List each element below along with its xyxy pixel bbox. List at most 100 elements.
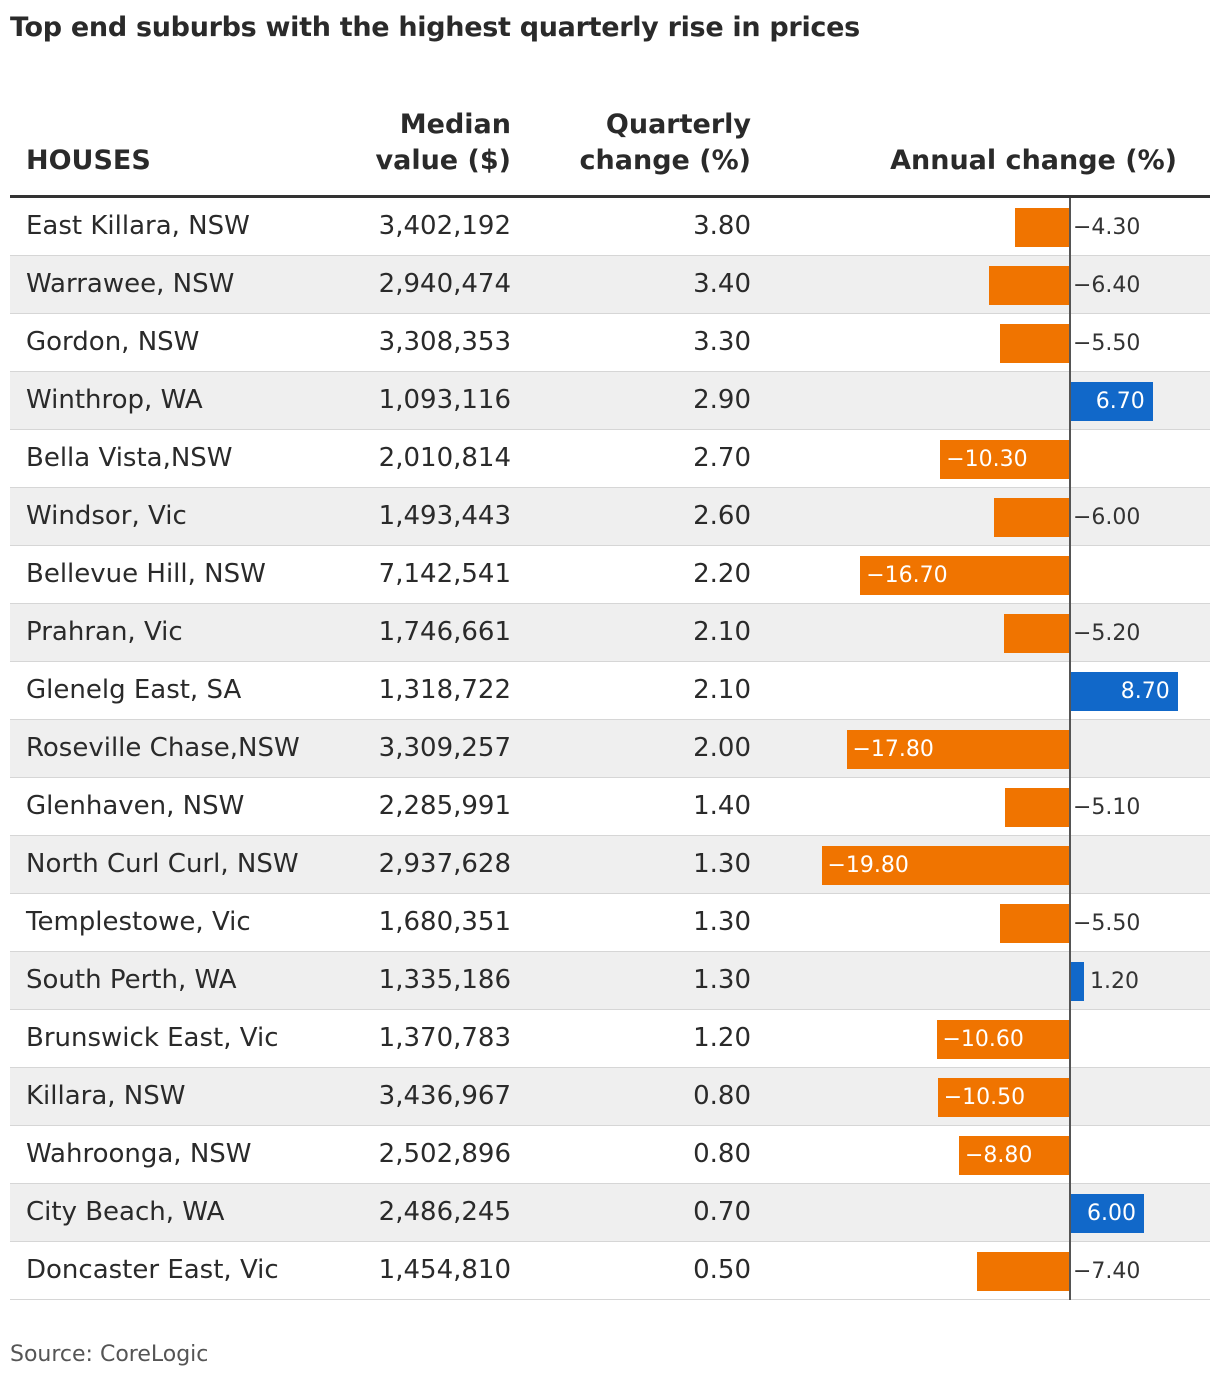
annual-change-bar xyxy=(846,730,1069,769)
quarterly-change: 0.80 xyxy=(693,1081,751,1111)
chart-title: Top end suburbs with the highest quarter… xyxy=(10,12,860,43)
median-value: 3,436,967 xyxy=(378,1081,511,1111)
table-row: Templestowe, Vic 1,680,351 1.30 −5.50 xyxy=(10,894,1210,952)
median-value: 2,937,628 xyxy=(378,849,511,879)
table-row: North Curl Curl, NSW 2,937,628 1.30 −19.80 xyxy=(10,836,1210,894)
annual-change-label: 6.00 xyxy=(1087,1201,1136,1226)
annual-change-label: −5.20 xyxy=(1073,621,1141,646)
annual-change-bar xyxy=(994,498,1069,537)
annual-change-label: −5.50 xyxy=(1073,911,1141,936)
median-value: 3,308,353 xyxy=(378,327,511,357)
table-row: Glenhaven, NSW 2,285,991 1.40 −5.10 xyxy=(10,778,1210,836)
suburb-name: Glenelg East, SA xyxy=(26,675,242,705)
header-quarterly-change: Quarterly change (%) xyxy=(540,107,751,179)
quarterly-change: 2.10 xyxy=(693,617,751,647)
annual-change-label: −7.40 xyxy=(1073,1259,1141,1284)
table-row: Prahran, Vic 1,746,661 2.10 −5.20 xyxy=(10,604,1210,662)
suburb-name: South Perth, WA xyxy=(26,965,237,995)
annual-change-bar xyxy=(821,846,1069,885)
annual-change-label: −10.30 xyxy=(946,447,1028,472)
quarterly-change: 2.60 xyxy=(693,501,751,531)
annual-change-bar xyxy=(1015,208,1069,247)
suburb-name: Killara, NSW xyxy=(26,1081,186,1111)
median-value: 1,746,661 xyxy=(378,617,511,647)
table-row: South Perth, WA 1,335,186 1.30 1.20 xyxy=(10,952,1210,1010)
table-row: Bellevue Hill, NSW 7,142,541 2.20 −16.70 xyxy=(10,546,1210,604)
header-annual-change: Annual change (%) xyxy=(890,145,1177,176)
annual-change-label: −6.00 xyxy=(1073,505,1141,530)
quarterly-change: 1.20 xyxy=(693,1023,751,1053)
table-row: Winthrop, WA 1,093,116 2.90 6.70 xyxy=(10,372,1210,430)
annual-change-bar xyxy=(959,1136,1069,1175)
quarterly-change: 2.10 xyxy=(693,675,751,705)
header-rule xyxy=(10,195,1210,198)
median-value: 3,309,257 xyxy=(378,733,511,763)
quarterly-change: 1.30 xyxy=(693,907,751,937)
annual-change-bar xyxy=(937,1078,1069,1117)
suburb-name: Glenhaven, NSW xyxy=(26,791,245,821)
header-quarterly-line1: Quarterly xyxy=(605,109,751,140)
suburb-name: North Curl Curl, NSW xyxy=(26,849,299,879)
quarterly-change: 0.50 xyxy=(693,1255,751,1285)
annual-change-bar xyxy=(860,556,1069,595)
table-body: East Killara, NSW 3,402,192 3.80 −4.30 Warra… xyxy=(10,198,1210,1300)
table-row: Bella Vista,NSW 2,010,814 2.70 −10.30 xyxy=(10,430,1210,488)
suburb-name: Doncaster East, Vic xyxy=(26,1255,279,1285)
table-row: Gordon, NSW 3,308,353 3.30 −5.50 xyxy=(10,314,1210,372)
suburb-name: Winthrop, WA xyxy=(26,385,203,415)
quarterly-change: 1.30 xyxy=(693,849,751,879)
suburb-name: Wahroonga, NSW xyxy=(26,1139,252,1169)
table-row: East Killara, NSW 3,402,192 3.80 −4.30 xyxy=(10,198,1210,256)
annual-change-label: −8.80 xyxy=(965,1143,1033,1168)
median-value: 2,010,814 xyxy=(378,443,511,473)
suburb-name: Warrawee, NSW xyxy=(26,269,235,299)
annual-change-bar xyxy=(1069,1194,1144,1233)
median-value: 1,093,116 xyxy=(378,385,511,415)
quarterly-change: 2.90 xyxy=(693,385,751,415)
annual-change-label: 1.20 xyxy=(1090,969,1139,994)
suburb-name: City Beach, WA xyxy=(26,1197,225,1227)
table-row: Doncaster East, Vic 1,454,810 0.50 −7.40 xyxy=(10,1242,1210,1300)
median-value: 2,502,896 xyxy=(378,1139,511,1169)
annual-change-bar xyxy=(1000,904,1069,943)
annual-change-bar xyxy=(1000,324,1069,363)
quarterly-change: 3.40 xyxy=(693,269,751,299)
annual-change-label: −10.50 xyxy=(943,1085,1026,1110)
annual-change-label: −10.60 xyxy=(942,1027,1024,1052)
table-row: Windsor, Vic 1,493,443 2.60 −6.00 xyxy=(10,488,1210,546)
suburb-name: Templestowe, Vic xyxy=(26,907,251,937)
annual-change-bar xyxy=(936,1020,1069,1059)
annual-change-bar xyxy=(1069,672,1178,711)
annual-change-label: −19.80 xyxy=(827,853,909,878)
quarterly-change: 0.70 xyxy=(693,1197,751,1227)
table-row: Brunswick East, Vic 1,370,783 1.20 −10.60 xyxy=(10,1010,1210,1068)
annual-change-label: 8.70 xyxy=(1120,679,1170,704)
quarterly-change: 1.40 xyxy=(693,791,751,821)
quarterly-change: 2.20 xyxy=(693,559,751,589)
bar-zero-axis xyxy=(1069,198,1071,1300)
median-value: 2,940,474 xyxy=(378,269,511,299)
median-value: 2,486,245 xyxy=(378,1197,511,1227)
median-value: 1,370,783 xyxy=(378,1023,511,1053)
suburb-name: Bella Vista,NSW xyxy=(26,443,233,473)
median-value: 3,402,192 xyxy=(378,211,511,241)
annual-change-label: −6.40 xyxy=(1073,273,1141,298)
table-row: Roseville Chase,NSW 3,309,257 2.00 −17.80 xyxy=(10,720,1210,778)
quarterly-change: 3.30 xyxy=(693,327,751,357)
table-row: Wahroonga, NSW 2,502,896 0.80 −8.80 xyxy=(10,1126,1210,1184)
table-row: Killara, NSW 3,436,967 0.80 −10.50 xyxy=(10,1068,1210,1126)
table-row: Glenelg East, SA 1,318,722 2.10 8.70 xyxy=(10,662,1210,720)
annual-change-bar xyxy=(940,440,1069,479)
annual-change-label: −4.30 xyxy=(1073,215,1141,240)
annual-change-bar xyxy=(976,1252,1069,1291)
annual-change-label: 6.70 xyxy=(1095,389,1145,414)
annual-change-label: −16.70 xyxy=(866,563,948,588)
suburb-name: East Killara, NSW xyxy=(26,211,250,241)
suburb-name: Windsor, Vic xyxy=(26,501,187,531)
header-houses: HOUSES xyxy=(26,145,151,176)
header-median-line1: Median xyxy=(399,109,511,140)
annual-change-bar xyxy=(1069,382,1153,421)
annual-change-bar xyxy=(1005,788,1069,827)
header-median-value: Median value ($) xyxy=(300,107,511,179)
annual-change-bar xyxy=(989,266,1069,305)
